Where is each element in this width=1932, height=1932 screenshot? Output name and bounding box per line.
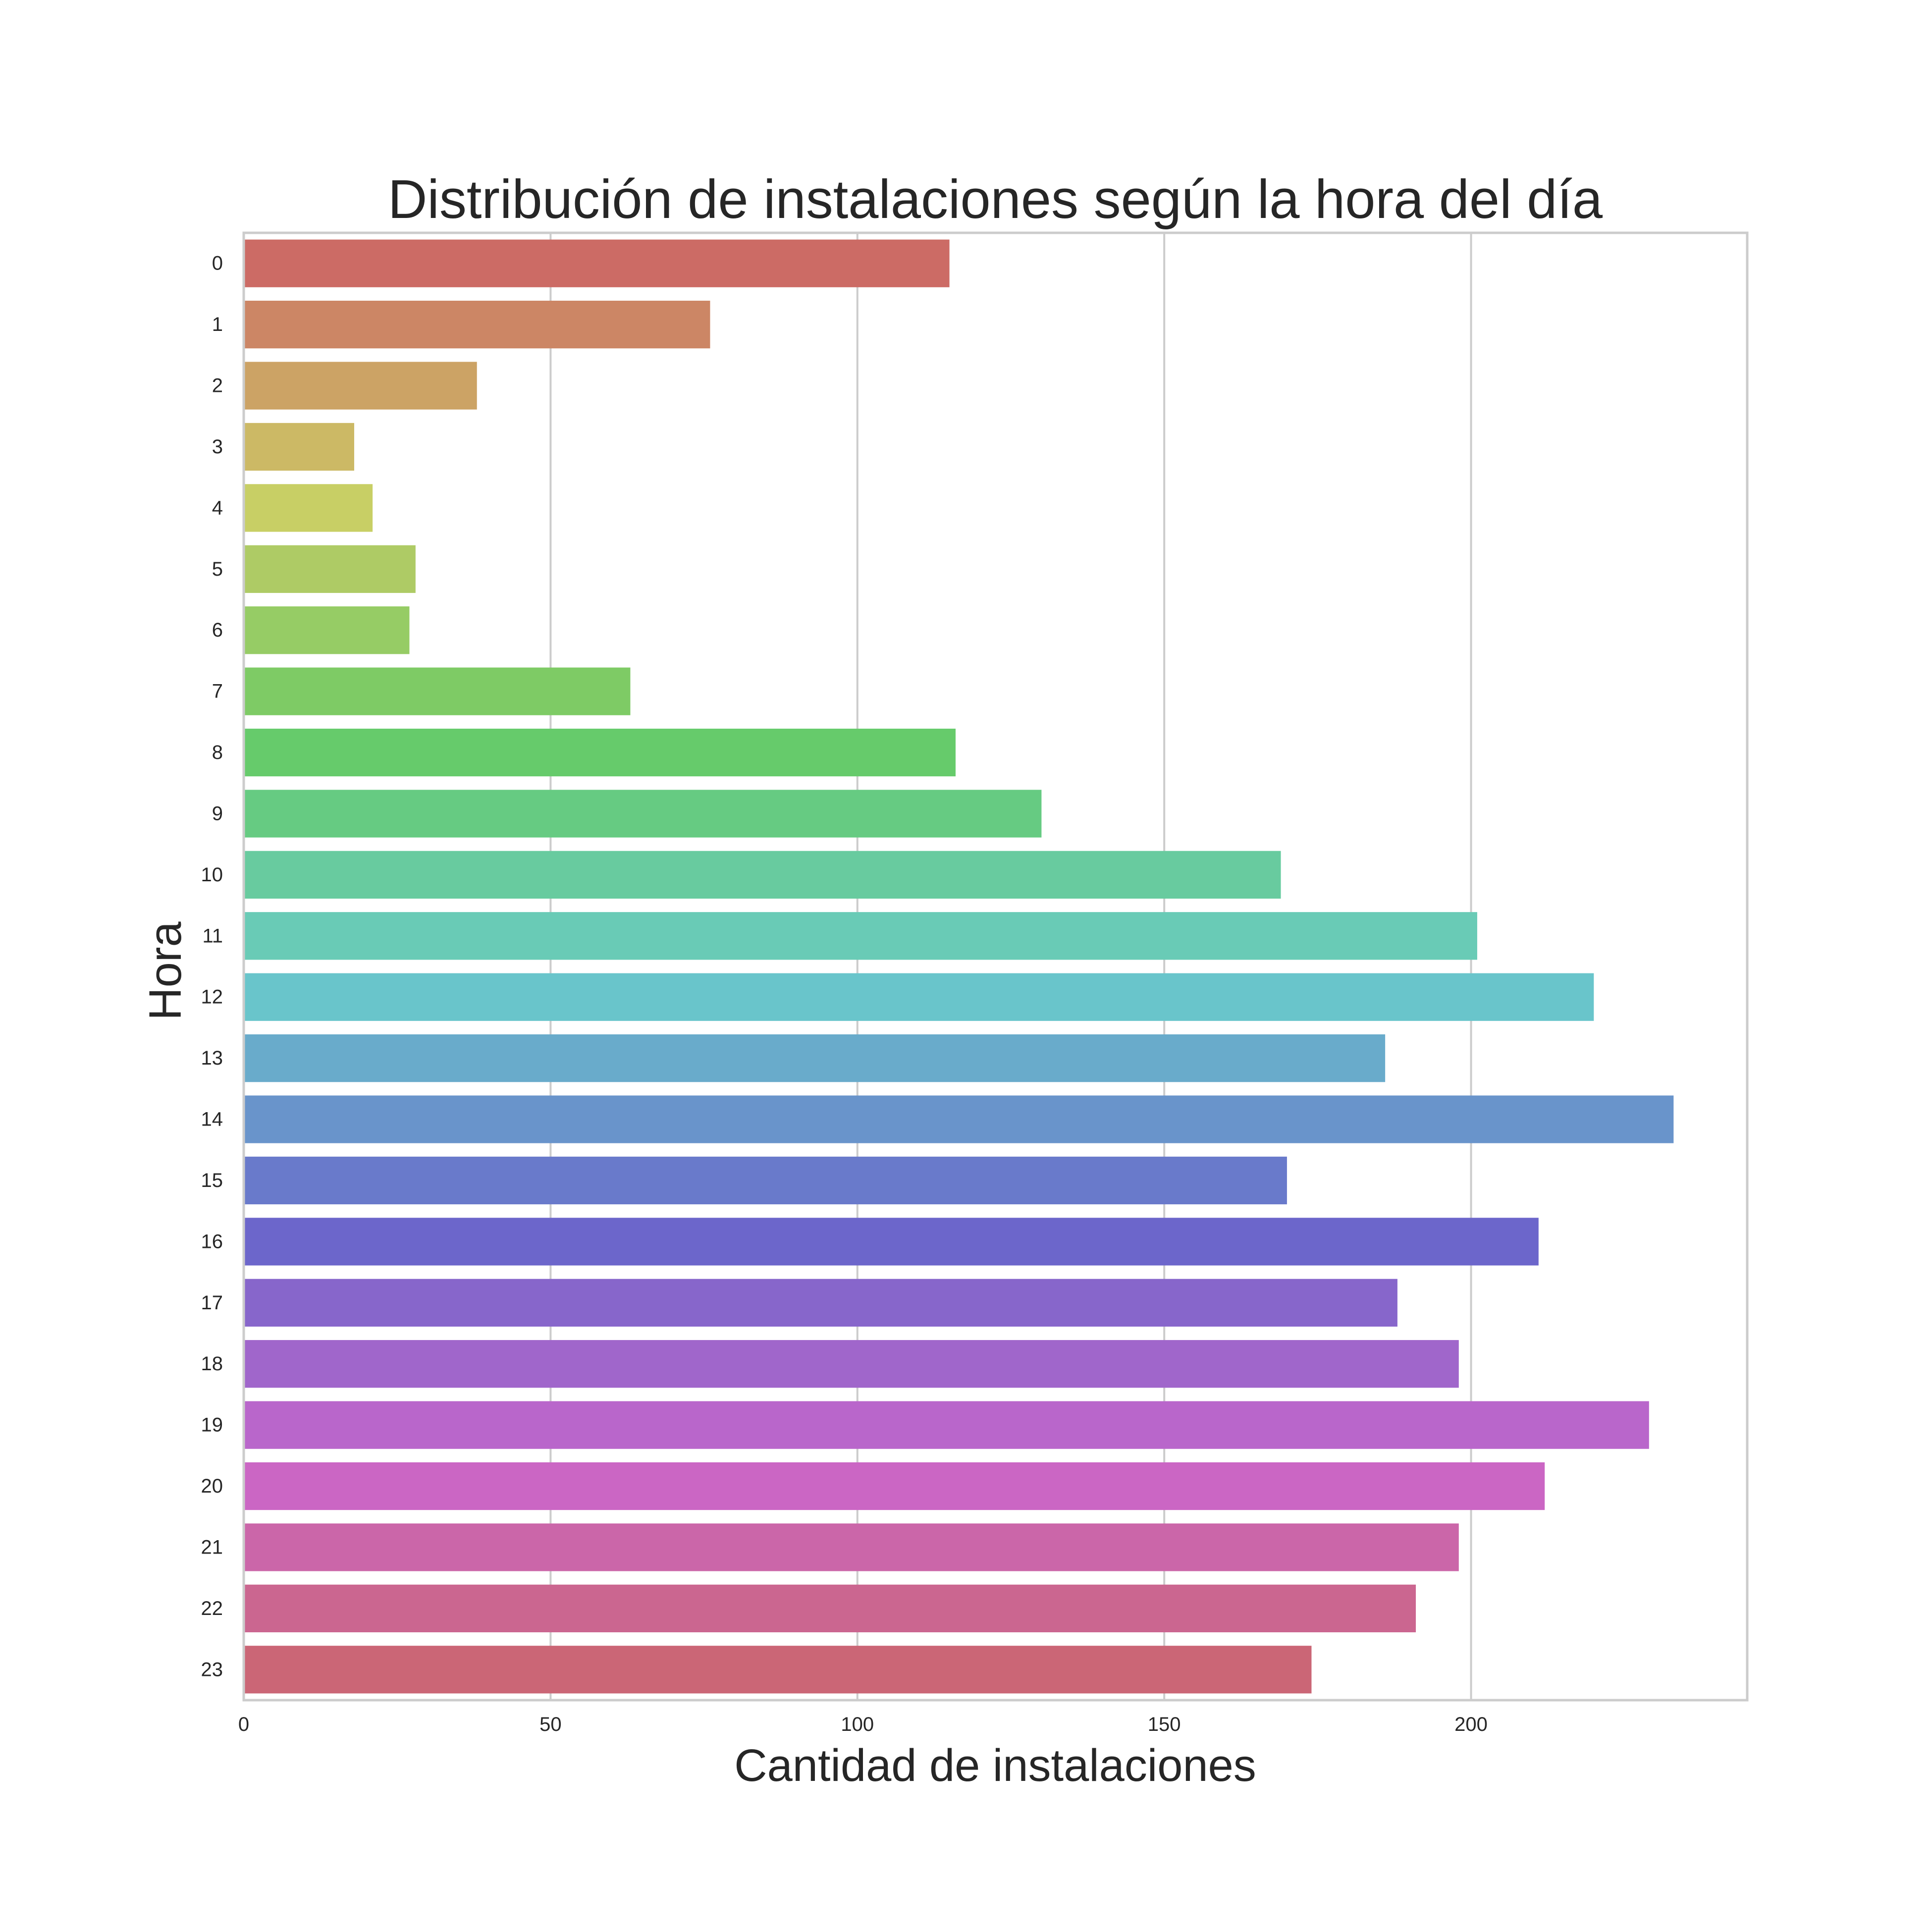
y-axis-label: Hora [140,921,191,1020]
y-tick-label: 18 [201,1353,223,1375]
y-tick-label: 16 [201,1231,223,1252]
bar-hora-22 [244,1584,1416,1633]
bar-hora-12 [244,973,1594,1021]
bar-hora-2 [244,362,477,410]
bar-hora-0 [244,239,950,287]
y-tick-label: 15 [201,1170,223,1191]
x-tick-label: 0 [238,1714,249,1735]
y-tick-label: 6 [212,619,223,641]
x-tick-label: 100 [841,1714,874,1735]
y-tick-label: 5 [212,558,223,580]
y-tick-label: 7 [212,681,223,702]
bar-hora-16 [244,1218,1539,1266]
x-axis-label: Cantidad de instalaciones [734,1740,1256,1791]
y-tick-label: 21 [201,1536,223,1558]
bar-hora-19 [244,1401,1649,1449]
y-tick-label: 19 [201,1414,223,1436]
bars [244,239,1674,1694]
y-tick-label: 9 [212,803,223,824]
x-tick-label: 150 [1148,1714,1181,1735]
bar-hora-21 [244,1523,1459,1571]
chart-title: Distribución de instalaciones según la h… [388,169,1603,230]
bar-hora-20 [244,1462,1545,1510]
plot-frame [242,231,1749,1702]
bar-hora-8 [244,728,956,777]
bar-hora-18 [244,1340,1459,1388]
y-tick-label: 22 [201,1598,223,1619]
y-tick-label: 11 [202,925,223,947]
bar-hora-6 [244,606,410,654]
x-tick-label: 50 [539,1714,562,1735]
bar-hora-1 [244,300,710,349]
y-tick-label: 12 [201,986,223,1008]
y-tick-label: 14 [201,1109,223,1130]
y-tick-label: 3 [212,436,223,458]
bar-hora-9 [244,790,1042,838]
y-tick-label: 17 [201,1292,223,1314]
bar-hora-15 [244,1156,1287,1205]
y-tick-label: 10 [201,864,223,886]
bar-hora-11 [244,912,1477,960]
y-tick-label: 2 [212,375,223,397]
bar-hora-7 [244,667,631,715]
y-tick-label: 20 [201,1475,223,1497]
y-tick-label: 23 [201,1659,223,1680]
y-tick-label: 0 [212,253,223,274]
bar-hora-23 [244,1646,1312,1694]
y-tick-label: 1 [212,314,223,335]
bar-hora-5 [244,545,416,593]
x-tick-label: 200 [1454,1714,1488,1735]
bar-hora-3 [244,423,354,471]
bar-hora-4 [244,484,373,532]
bar-hora-13 [244,1034,1386,1082]
x-tick-labels: 0 50 100 150 200 [238,1714,1488,1735]
bar-hora-17 [244,1279,1397,1327]
y-tick-label: 4 [212,497,223,519]
y-tick-label: 13 [201,1047,223,1069]
bar-hora-10 [244,851,1281,899]
bar-hora-14 [244,1095,1674,1143]
y-tick-label: 8 [212,742,223,763]
